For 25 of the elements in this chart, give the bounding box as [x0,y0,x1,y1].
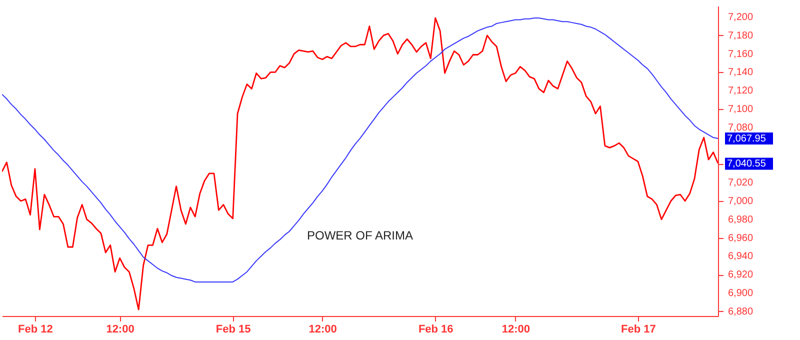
y-tick-label: 7,000 [728,196,754,208]
x-tick-label: Feb 17 [620,324,656,336]
x-tick-label: 12:00 [106,324,134,336]
y-tick-label: 6,920 [728,270,754,281]
y-tick-label: 7,080 [728,122,754,134]
x-tick-label: Feb 16 [418,324,454,336]
y-tick-label: 6,960 [728,232,754,244]
y-tick-label: 7,100 [728,104,754,116]
y-tick-label: 7,020 [728,178,754,189]
y-tick-label: 7,180 [728,30,754,42]
y-tick-label: 7,120 [728,86,754,97]
y-tick-label: 6,940 [728,251,754,262]
y-tick-label: 7,160 [728,48,754,60]
text: 7,067.95 [727,134,766,145]
x-tick-label: 12:00 [502,324,530,336]
y-tick-label: 7,140 [728,67,754,78]
x-tick-label: Feb 12 [18,324,53,336]
y-tick-label: 6,980 [728,214,754,226]
x-tick-label: 12:00 [308,324,337,336]
annotation: POWER OF ARIMA [306,228,414,242]
text: 7,040.55 [727,158,766,170]
y-tick-label: 7,200 [728,12,754,24]
y-tick-label: 6,900 [728,288,754,300]
y-tick-label: 6,880 [728,306,754,318]
x-tick-label: Feb 15 [216,324,251,336]
